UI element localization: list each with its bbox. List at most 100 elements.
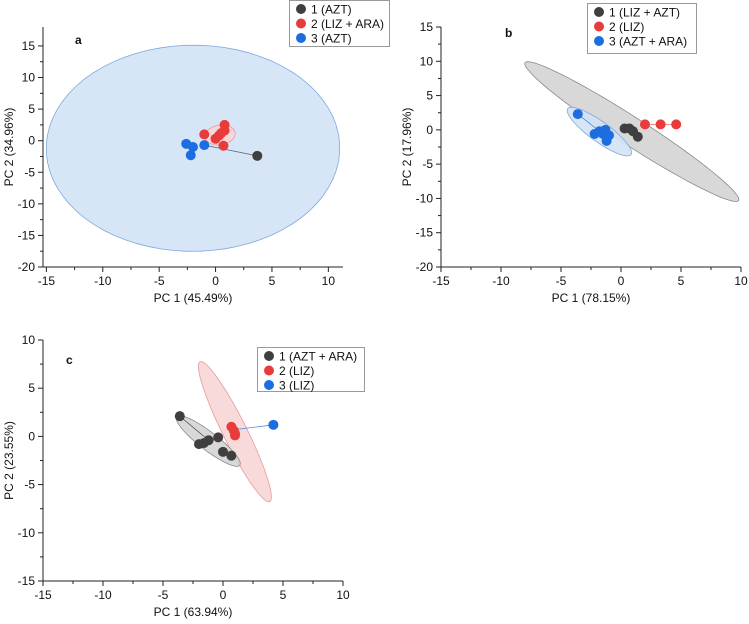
y-tick-label: 5 — [28, 381, 35, 395]
connector-line — [234, 424, 274, 431]
data-point-group-3 — [598, 128, 608, 139]
legend-marker-group-1 — [594, 7, 604, 17]
y-tick-label: 15 — [420, 20, 434, 34]
x-axis-label: PC 1 (45.49%) — [154, 291, 233, 305]
x-tick-label: 0 — [212, 274, 219, 288]
x-tick-label: 0 — [220, 588, 227, 602]
data-point-group-3 — [199, 140, 210, 151]
y-tick-label: -5 — [24, 478, 35, 492]
y-tick-label: -15 — [416, 226, 434, 240]
x-tick-label: 10 — [322, 274, 336, 288]
x-tick-label: -5 — [158, 588, 169, 602]
legend-label: 3 (AZT) — [311, 32, 352, 46]
data-point-group-3 — [268, 419, 279, 430]
y-tick-label: -15 — [18, 228, 36, 242]
legend-marker-group-2 — [594, 21, 604, 32]
panel-label: a — [75, 33, 82, 47]
legend-box — [257, 347, 365, 392]
data-point-group-1 — [203, 435, 214, 446]
x-tick-label: -15 — [34, 588, 52, 602]
y-tick-label: -20 — [416, 260, 434, 274]
y-tick-label: -5 — [24, 165, 35, 179]
legend-label: 3 (AZT + ARA) — [609, 35, 687, 49]
y-tick-label: 15 — [22, 39, 36, 53]
y-tick-label: -20 — [18, 260, 36, 274]
y-tick-label: 10 — [420, 54, 434, 68]
x-tick-label: -10 — [492, 274, 510, 288]
y-tick-label: 10 — [22, 71, 36, 85]
connector-line — [204, 144, 258, 157]
data-point-group-1 — [213, 432, 224, 443]
x-tick-label: 5 — [678, 274, 685, 288]
x-axis-label: PC 1 (63.94%) — [154, 605, 233, 619]
legend-label: 2 (LIZ) — [609, 20, 644, 34]
legend-label: 2 (LIZ + ARA) — [311, 17, 384, 31]
legend-marker-group-2 — [296, 18, 306, 29]
y-axis-label: PC 2 (34.96%) — [2, 108, 16, 187]
panel-c: -15 -10 -5 0 5 10 -15 -10 -5 0 5 10 PC 1 (63.94%) PC … — [2, 333, 365, 619]
y-tick-label: -10 — [18, 526, 36, 540]
legend: 1 (AZT)2 (LIZ + ARA)3 (AZT) — [289, 0, 390, 47]
data-point-group-2 — [219, 125, 230, 136]
x-tick-label: 10 — [336, 588, 350, 602]
legend: 1 (LIZ + AZT)2 (LIZ)3 (AZT + ARA) — [587, 3, 697, 54]
data-point-group-3 — [188, 142, 198, 152]
panel-label: c — [66, 353, 73, 367]
x-tick-label: 10 — [734, 274, 748, 288]
data-point-group-2 — [640, 119, 650, 130]
data-point-group-1 — [218, 446, 228, 457]
x-tick-label: -15 — [38, 274, 56, 288]
y-tick-label: -15 — [18, 574, 36, 588]
y-tick-label: 0 — [28, 134, 35, 148]
data-point-group-1 — [632, 131, 643, 142]
legend-marker-group-3 — [296, 33, 306, 43]
data-point-group-1 — [226, 450, 237, 461]
legend-box — [587, 3, 697, 54]
legend: 1 (AZT + ARA)2 (LIZ)3 (LIZ) — [257, 347, 365, 393]
y-axis-label: PC 2 (17.96%) — [400, 108, 414, 187]
legend-label: 1 (AZT) — [311, 3, 352, 17]
x-tick-label: -15 — [432, 274, 450, 288]
x-tick-label: -5 — [556, 274, 567, 288]
legend-marker-group-2 — [264, 365, 274, 376]
x-tick-label: 5 — [269, 274, 276, 288]
legend-marker-group-3 — [264, 380, 274, 390]
legend-label: 1 (AZT + ARA) — [279, 350, 357, 364]
y-tick-label: 10 — [22, 333, 36, 347]
connector-line — [179, 415, 209, 441]
data-point-group-1 — [174, 411, 185, 422]
data-point-group-2 — [655, 119, 666, 130]
y-tick-label: -10 — [416, 191, 434, 205]
legend-marker-group-3 — [594, 36, 604, 46]
data-point-group-2 — [199, 129, 210, 140]
legend-label: 2 (LIZ) — [279, 364, 314, 378]
data-point-group-3 — [185, 150, 196, 161]
y-tick-label: 0 — [28, 429, 35, 443]
y-axis-label: PC 2 (23.55%) — [2, 421, 16, 500]
data-point-group-1 — [252, 150, 263, 161]
data-point-group-2 — [671, 119, 682, 130]
y-tick-label: 0 — [426, 123, 433, 137]
legend-label: 3 (LIZ) — [279, 379, 314, 393]
legend-marker-group-1 — [264, 351, 274, 361]
y-tick-label: 5 — [28, 102, 35, 116]
x-tick-label: -10 — [94, 588, 112, 602]
legend-label: 1 (LIZ + AZT) — [609, 6, 680, 20]
y-tick-label: 5 — [426, 89, 433, 103]
x-tick-label: 5 — [280, 588, 287, 602]
y-tick-label: -10 — [18, 197, 36, 211]
y-tick-label: -5 — [422, 157, 433, 171]
legend-marker-group-1 — [296, 4, 306, 14]
x-tick-label: -5 — [154, 274, 165, 288]
data-point-group-3 — [572, 109, 583, 120]
x-axis-label: PC 1 (78.15%) — [552, 291, 631, 305]
panel-label: b — [505, 26, 512, 40]
legend-box — [289, 0, 390, 47]
data-point-group-2 — [218, 140, 229, 151]
x-tick-label: -10 — [94, 274, 112, 288]
x-tick-label: 0 — [618, 274, 625, 288]
data-point-group-2 — [230, 428, 240, 439]
